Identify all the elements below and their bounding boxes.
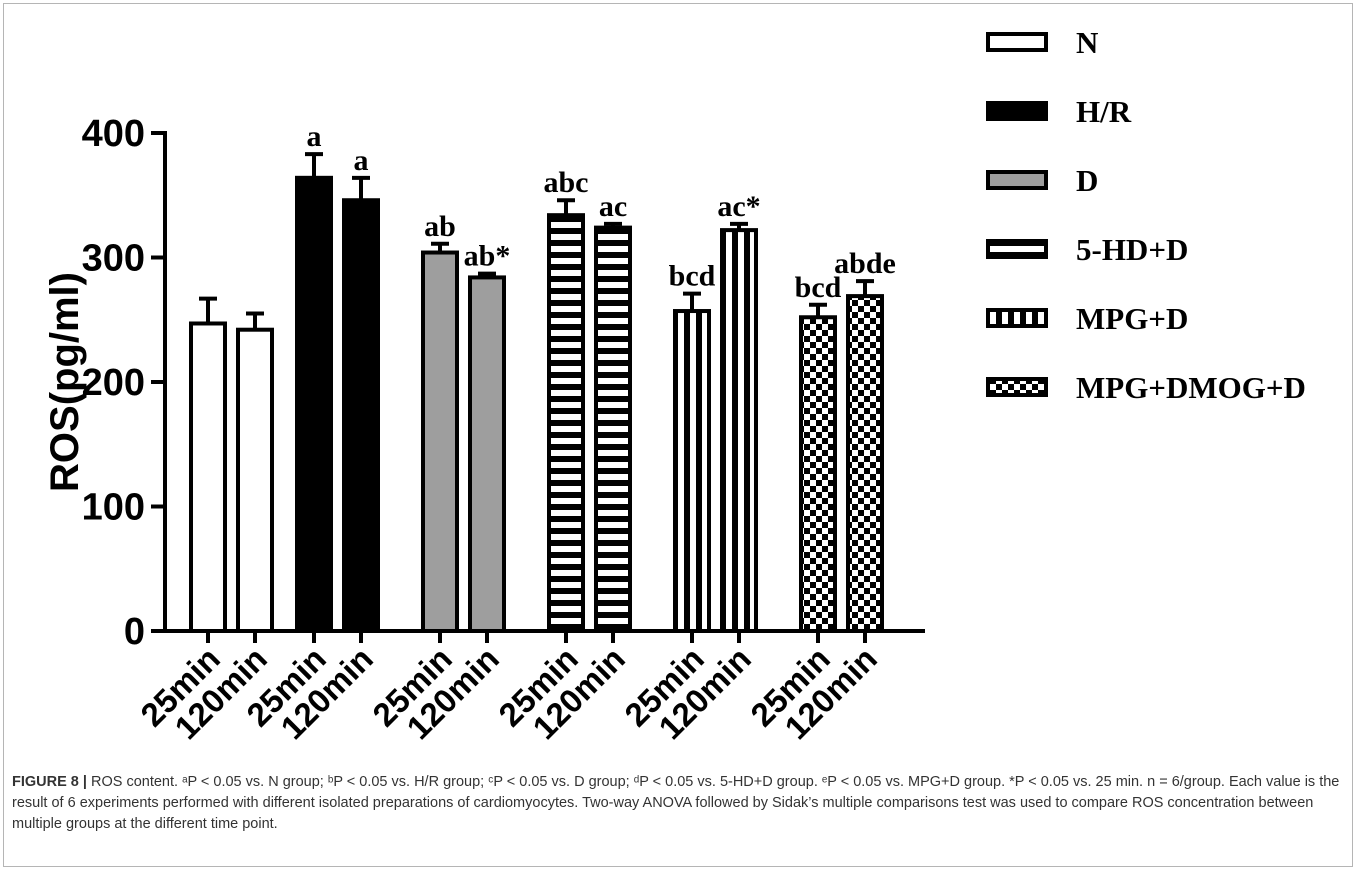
bar xyxy=(421,250,459,634)
y-tick-label: 400 xyxy=(82,113,145,155)
legend-label: H/R xyxy=(1076,94,1132,129)
bar xyxy=(799,315,837,633)
legend-label: N xyxy=(1076,25,1098,60)
bar xyxy=(295,175,333,633)
bar xyxy=(720,228,758,634)
bar xyxy=(846,294,884,633)
significance-label: bcd xyxy=(795,271,842,304)
legend-swatch xyxy=(986,101,1048,121)
figure-caption: FIGURE 8 | ROS content. ᵃP < 0.05 vs. N … xyxy=(12,772,1346,835)
y-tick-label: 200 xyxy=(82,362,145,404)
caption-text: ROS content. ᵃP < 0.05 vs. N group; ᵇP <… xyxy=(12,774,1340,832)
legend-label: MPG+DMOG+D xyxy=(1076,370,1306,405)
legend-swatch xyxy=(986,308,1048,328)
legend: N H/R D 5-HD+D MPG+D MPG+DMOG+D xyxy=(986,25,1306,405)
caption-label: FIGURE 8 | xyxy=(12,774,87,790)
legend-label: MPG+D xyxy=(1076,301,1188,336)
y-tick-label: 100 xyxy=(82,487,145,529)
significance-label: bcd xyxy=(669,260,716,293)
y-tick-label: 300 xyxy=(82,238,145,280)
significance-label: abde xyxy=(834,247,896,280)
significance-label: ac* xyxy=(717,190,760,223)
legend-label: 5-HD+D xyxy=(1076,232,1188,267)
significance-label: ac xyxy=(599,190,627,223)
significance-label: abc xyxy=(544,166,589,199)
bar xyxy=(468,275,506,633)
figure-frame xyxy=(3,3,1353,867)
legend-label: D xyxy=(1076,163,1098,198)
bar xyxy=(342,198,380,633)
bar-chart: 0100200300400ROS(pg/ml)25min120min25mina… xyxy=(43,25,1306,746)
bar xyxy=(189,321,227,633)
significance-label: a xyxy=(354,144,369,177)
significance-label: ab xyxy=(424,210,456,243)
bar xyxy=(594,225,632,633)
bar xyxy=(236,327,274,633)
significance-label: a xyxy=(307,120,322,153)
legend-swatch xyxy=(986,170,1048,190)
significance-label: ab* xyxy=(464,240,511,273)
legend-swatch xyxy=(986,377,1048,397)
legend-swatch xyxy=(986,32,1048,52)
bar xyxy=(547,213,585,633)
legend-swatch xyxy=(986,239,1048,259)
y-tick-label: 0 xyxy=(124,611,145,653)
plot-area: 0100200300400ROS(pg/ml)25min120min25mina… xyxy=(43,113,925,746)
bar xyxy=(673,309,711,633)
y-axis-label: ROS(pg/ml) xyxy=(43,272,87,492)
